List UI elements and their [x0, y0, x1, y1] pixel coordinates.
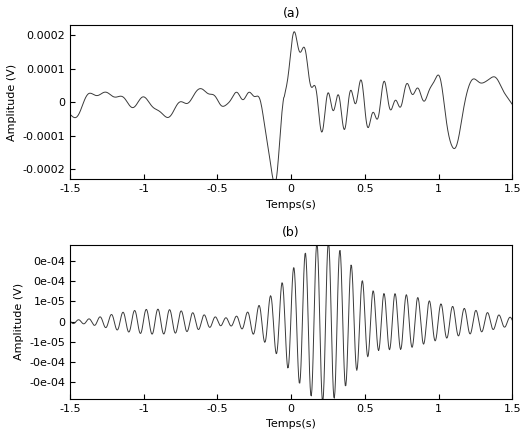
Title: (a): (a): [282, 7, 300, 20]
X-axis label: Temps(s): Temps(s): [266, 200, 316, 210]
Y-axis label: Amplitude (V): Amplitude (V): [7, 64, 17, 141]
X-axis label: Temps(s): Temps(s): [266, 419, 316, 429]
Title: (b): (b): [282, 226, 300, 239]
Y-axis label: Amplitude (V): Amplitude (V): [14, 283, 24, 360]
